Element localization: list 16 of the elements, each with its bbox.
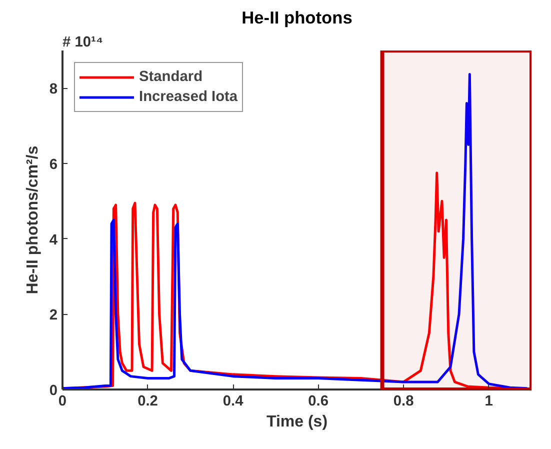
- x-axis-title: Time (s): [266, 414, 328, 430]
- x-tick-label: 0.6: [308, 394, 329, 410]
- legend-label: Increased Iota: [139, 89, 238, 105]
- y-tick-label: 4: [49, 232, 58, 248]
- x-tick-label: 0.4: [222, 394, 244, 410]
- y-tick-label: 6: [49, 157, 58, 173]
- y-axis-title: He-II photons/cm²/s: [24, 146, 42, 294]
- x-tick-label: 1: [484, 394, 493, 410]
- x-tick-label: 0.2: [138, 394, 158, 410]
- y-tick-label: 2: [49, 308, 58, 324]
- y-tick-label: 8: [49, 82, 58, 98]
- x-tick-label: 0.8: [393, 394, 414, 410]
- chart-title: He-II photons: [242, 8, 352, 28]
- y-tick-label: 0: [49, 383, 58, 399]
- text: # 10¹⁴: [62, 34, 104, 50]
- legend-label: Standard: [139, 69, 203, 85]
